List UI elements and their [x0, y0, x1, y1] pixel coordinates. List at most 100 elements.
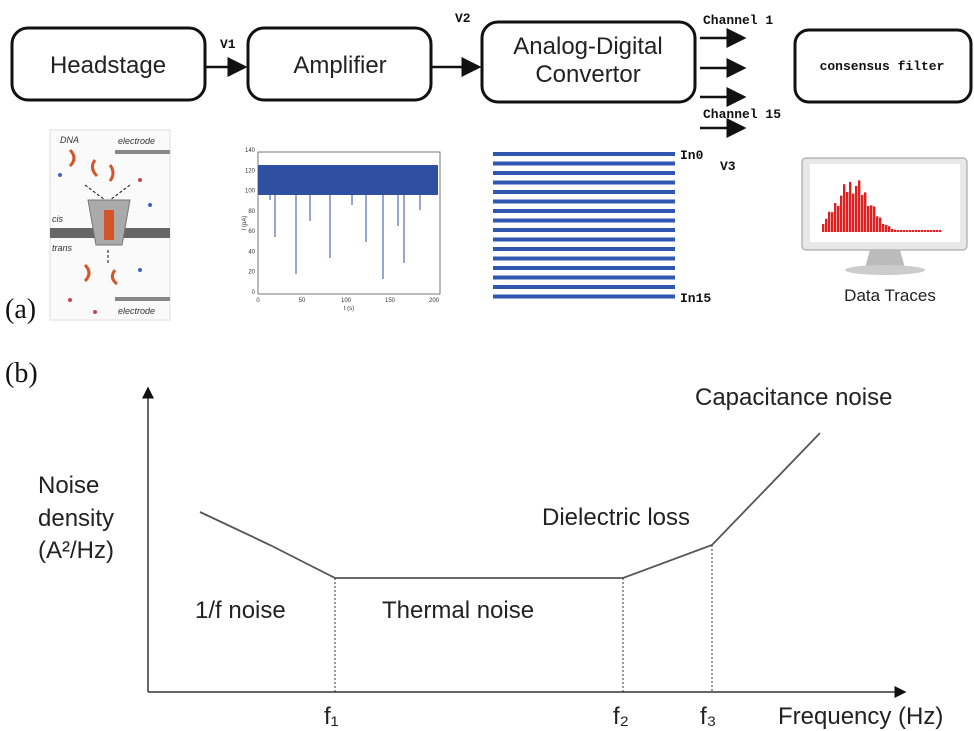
x-tick-label: f₂: [613, 703, 629, 730]
channel-label: Channel 15: [703, 107, 781, 122]
trace: [493, 228, 675, 232]
axis-label: I (pA): [242, 216, 248, 231]
trace: [493, 152, 675, 156]
tick-label: 120: [245, 168, 256, 174]
tick-label: 50: [299, 298, 306, 304]
histogram-bar: [894, 229, 897, 232]
trace: [493, 237, 675, 242]
histogram-bar: [912, 230, 915, 232]
tick-label: 0: [252, 290, 256, 296]
tick-label: 0: [256, 298, 260, 304]
illustration-label: electrode: [118, 136, 155, 146]
illustration-label: electrode: [118, 306, 155, 316]
histogram-bar: [888, 226, 891, 232]
trace: [493, 171, 675, 175]
x-tick-label: f₃: [700, 703, 716, 730]
block-label: consensus filter: [820, 59, 945, 74]
histogram-bar: [843, 184, 846, 232]
y-label: Noise: [38, 472, 99, 499]
region-label: Capacitance noise: [695, 384, 892, 411]
histogram-bar: [846, 191, 849, 232]
histogram-bar: [825, 218, 828, 232]
histogram-bar: [876, 216, 879, 232]
histogram-bar: [867, 205, 870, 232]
panel-label: (b): [5, 358, 38, 389]
block: [480, 20, 697, 104]
tick-label: 80: [248, 209, 255, 215]
trace: [493, 247, 675, 251]
illustration-label: DNA: [60, 135, 79, 145]
histogram-bar: [858, 180, 861, 232]
adc-traces: [493, 152, 675, 299]
signal-label: V1: [220, 37, 236, 52]
histogram-bar: [924, 230, 927, 232]
histogram-bar: [822, 223, 825, 232]
trace-label: In0: [680, 148, 704, 163]
tick-label: 140: [245, 148, 256, 154]
trace-label: In15: [680, 291, 711, 306]
trace: [493, 180, 675, 185]
y-label: density: [38, 505, 114, 532]
histogram-bar: [837, 205, 840, 232]
histogram-bar: [828, 211, 831, 232]
histogram-bar: [939, 230, 942, 232]
block-label-line: Analog-Digital: [513, 33, 662, 60]
monitor-caption: Data Traces: [844, 286, 936, 305]
region-label: Dielectric loss: [542, 504, 690, 531]
region-label: 1/f noise: [195, 597, 286, 624]
tick-label: 100: [245, 189, 256, 195]
trace: [493, 256, 675, 261]
noise-curve: [199, 432, 821, 579]
trace: [493, 294, 675, 299]
histogram-bar: [900, 230, 903, 232]
x-axis-label: Frequency (Hz): [778, 703, 943, 730]
histogram-bar: [849, 181, 852, 232]
histogram-bar: [903, 230, 906, 232]
trace: [493, 190, 675, 194]
block-label: Headstage: [50, 52, 166, 79]
histogram-bar: [852, 193, 855, 232]
histogram-bar: [906, 230, 909, 232]
histogram-bar: [909, 230, 912, 232]
histogram-bar: [918, 230, 921, 232]
histogram-bar: [855, 185, 858, 232]
histogram-bar: [879, 217, 882, 232]
trace: [493, 275, 675, 280]
current-trace-plot: 0 20 40 60 80 100 120 140 0 50 100 150 200 I (pA) t (s…: [242, 148, 441, 312]
histogram-bar: [936, 230, 939, 232]
illustration-label: trans: [52, 243, 73, 253]
tick-label: 60: [248, 229, 255, 235]
tick-label: 20: [248, 270, 255, 276]
histogram-bar: [831, 212, 834, 232]
nanopore-illustration: [49, 129, 171, 321]
histogram-bar: [897, 230, 900, 232]
trace: [493, 209, 675, 213]
block-label: Amplifier: [293, 52, 386, 79]
histogram-bar: [873, 206, 876, 232]
block-label: Analog-Digital Convertor: [513, 33, 662, 88]
block: [246, 26, 433, 102]
trace: [493, 199, 675, 204]
histogram-bar: [861, 194, 864, 232]
histogram-bar: [882, 223, 885, 232]
channel-label: Channel 1: [703, 13, 773, 28]
tick-label: 200: [429, 298, 440, 304]
signal-label: V3: [720, 159, 736, 174]
histogram-bar: [834, 203, 837, 232]
region-label: Thermal noise: [382, 597, 534, 624]
block: [793, 28, 973, 104]
trace: [493, 285, 675, 289]
panel-label: (a): [5, 294, 36, 325]
signal-label: V2: [455, 11, 471, 26]
histogram-bar: [927, 230, 930, 232]
block-label-line: Convertor: [535, 61, 640, 88]
histogram-bar: [864, 192, 867, 232]
histogram-bar: [840, 195, 843, 232]
histogram-bar: [921, 230, 924, 232]
axis-label: t (s): [344, 306, 354, 312]
histogram-bar: [915, 230, 918, 232]
illustration-label: cis: [52, 214, 63, 224]
y-label: (A²/Hz): [38, 537, 114, 564]
tick-label: 40: [248, 249, 255, 255]
